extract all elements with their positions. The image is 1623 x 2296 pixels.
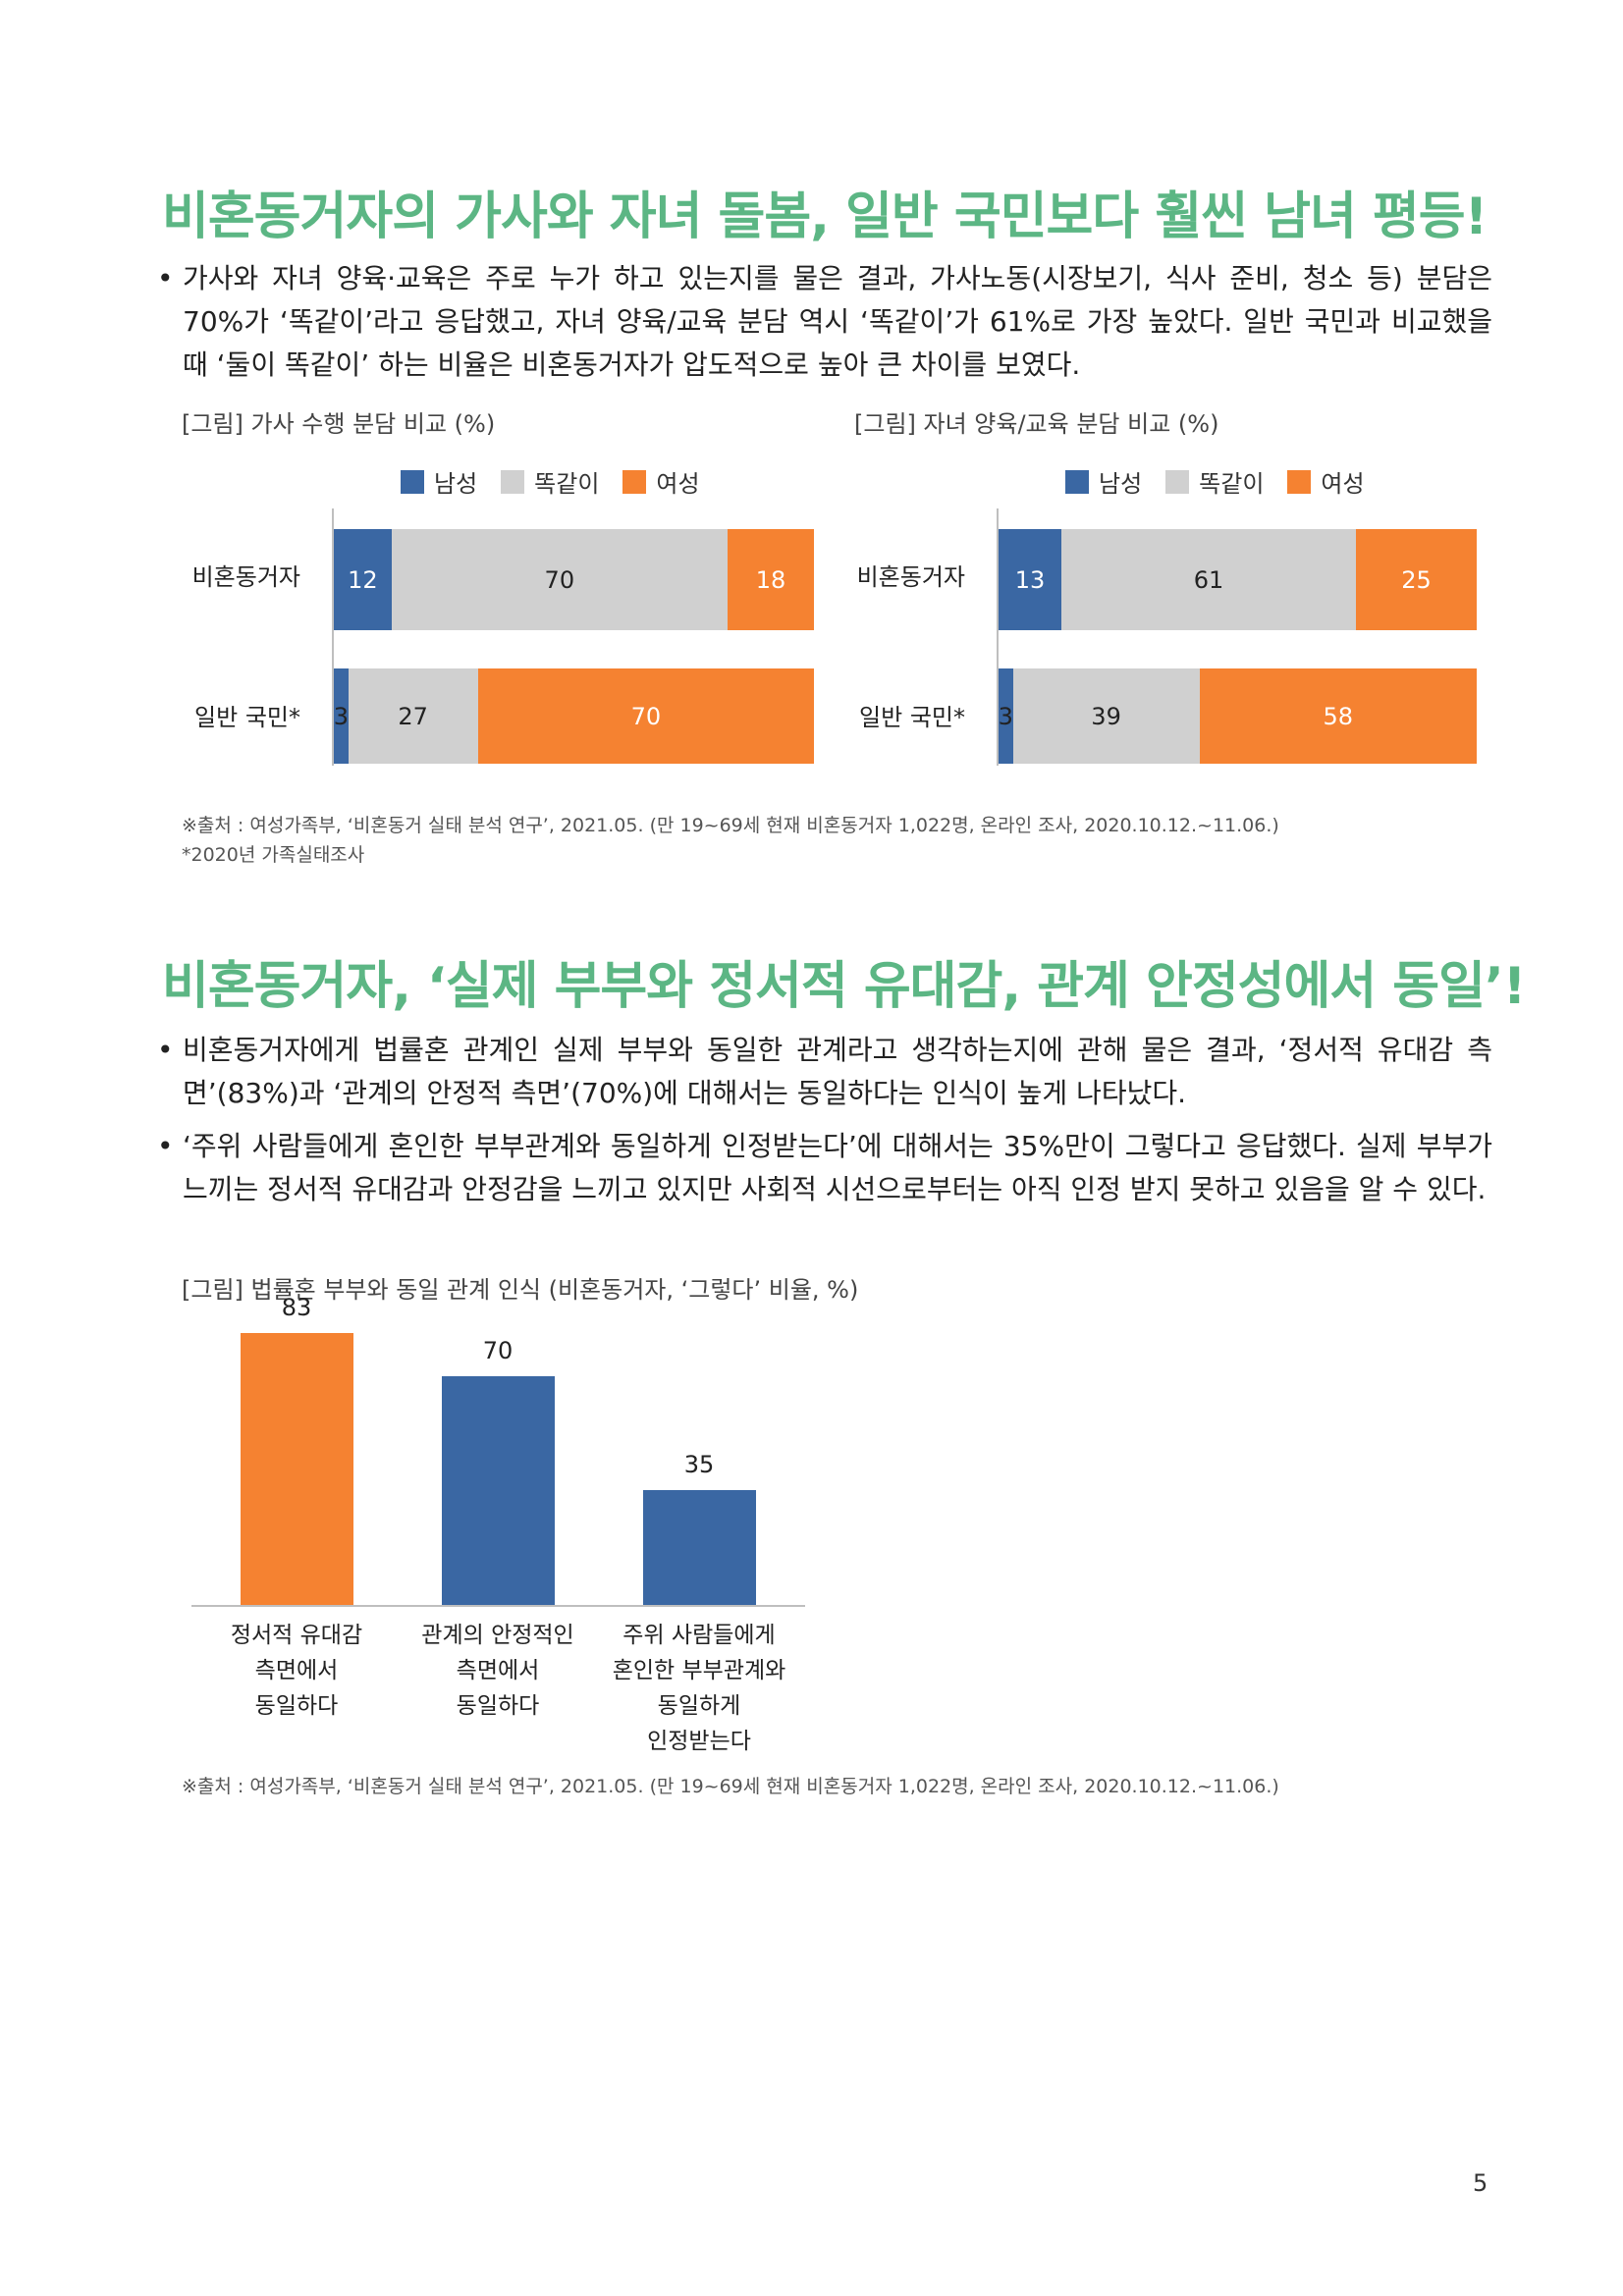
source-note: ※출처 : 여성가족부, ‘비혼동거 실태 분석 연구’, 2021.05. (… [182, 1776, 1279, 1797]
chart1-legend: 남성 똑같이 여성 [401, 464, 714, 499]
chart3-category-line: 동일하다 [456, 1693, 540, 1719]
bar-segment-same: 61 [1060, 529, 1356, 630]
chart3-category-line: 인정받는다 [647, 1729, 751, 1754]
bullet-item: ‘주위 사람들에게 혼인한 부부관계와 동일하게 인정받는다’에 대해서는 35… [157, 1125, 1492, 1211]
bullet-item: 비혼동거자에게 법률혼 관계인 실제 부부와 동일한 관계라고 생각하는지에 관… [157, 1029, 1492, 1115]
bar-segment-male: 12 [334, 529, 392, 630]
legend-item-same: 똑같이 [1165, 464, 1264, 499]
data-label: 70 [544, 565, 575, 594]
data-label: 27 [398, 702, 428, 730]
chart3-value-label: 83 [281, 1294, 312, 1322]
chart3-category-line: 동일하게 [657, 1693, 741, 1719]
chart3-category-line: 측면에서 [456, 1658, 540, 1683]
chart3-value-label: 70 [482, 1336, 514, 1364]
chart3-category-line: 주위 사람들에게 [622, 1623, 776, 1648]
legend-swatch-female [622, 469, 647, 494]
data-label: 3 [333, 702, 349, 730]
legend-label: 남성 [1099, 470, 1143, 498]
chart3-category-line: 측면에서 [254, 1658, 339, 1683]
chart1-caption: [그림] 가사 수행 분담 비교 (%) [182, 410, 496, 438]
chart2-category: 일반 국민* [859, 704, 965, 731]
section1-heading: 비혼동거자의 가사와 자녀 돌봄, 일반 국민보다 훨씬 남녀 평등! [162, 187, 1488, 246]
chart3-category-line: 동일하다 [254, 1693, 339, 1719]
data-label: 12 [348, 565, 378, 594]
legend-swatch-male [401, 469, 424, 494]
legend-item-female: 여성 [1287, 464, 1365, 499]
chart3-value-label: 35 [683, 1451, 715, 1479]
data-label: 39 [1091, 702, 1121, 730]
page-number: 5 [1473, 2169, 1488, 2197]
legend-label: 똑같이 [534, 470, 600, 498]
chart1-axis [332, 508, 334, 766]
data-label: 3 [998, 702, 1013, 730]
data-label: 58 [1323, 702, 1354, 730]
legend-label: 남성 [434, 470, 478, 498]
legend-label: 여성 [656, 470, 700, 498]
chart3-plot: 83 70 35 [191, 1294, 805, 1605]
chart2-category: 비혼동거자 [856, 563, 965, 591]
legend-item-male: 남성 [401, 464, 477, 499]
chart3-category-line: 관계의 안정적인 [421, 1623, 574, 1648]
chart3-category-line: 혼인한 부부관계와 [612, 1658, 786, 1683]
chart3-category-line: 정서적 유대감 [230, 1623, 363, 1648]
data-label: 13 [1014, 565, 1046, 594]
chart1-row: 12 70 18 [334, 529, 814, 630]
bar-segment-same: 70 [391, 529, 728, 630]
chart3-bar [642, 1490, 756, 1605]
chart3-bar [441, 1375, 555, 1605]
legend-item-same: 똑같이 [501, 464, 599, 499]
bar-segment-same: 27 [348, 668, 478, 764]
chart1-category: 일반 국민* [194, 704, 300, 731]
chart2-row: 3 39 58 [999, 668, 1477, 764]
chart3-caption: [그림] 법률혼 부부와 동일 관계 인식 (비혼동거자, ‘그렇다’ 비율, … [182, 1276, 859, 1304]
chart3-xlabels: 정서적 유대감 측면에서 동일하다 관계의 안정적인 측면에서 동일하다 주위 사람들에게 혼… [191, 1618, 805, 1765]
bar-segment-female: 58 [1199, 668, 1477, 764]
legend-swatch-female [1287, 469, 1312, 494]
chart2-axis [997, 508, 999, 766]
source-note: ※출처 : 여성가족부, ‘비혼동거 실태 분석 연구’, 2021.05. (… [182, 815, 1279, 836]
chart3-bar [240, 1333, 353, 1605]
data-label: 61 [1193, 565, 1224, 594]
legend-swatch-same [501, 469, 525, 494]
data-label: 25 [1401, 565, 1432, 594]
data-label: 18 [755, 565, 786, 594]
bar-segment-female: 70 [477, 668, 814, 764]
bar-segment-male: 3 [334, 668, 349, 764]
bar-segment-same: 39 [1012, 668, 1200, 764]
bar-segment-male: 3 [999, 668, 1013, 764]
chart2-caption: [그림] 자녀 양육/교육 분담 비교 (%) [854, 410, 1219, 438]
chart2-row: 13 61 25 [999, 529, 1477, 630]
legend-label: 여성 [1321, 470, 1365, 498]
chart1-category: 비혼동거자 [191, 563, 300, 591]
legend-swatch-same [1165, 469, 1190, 494]
chart2-legend: 남성 똑같이 여성 [1065, 464, 1379, 499]
section2-heading: 비혼동거자, ‘실제 부부와 정서적 유대감, 관계 안정성에서 동일’! [162, 957, 1526, 1016]
bullet-item: 가사와 자녀 양육·교육은 주로 누가 하고 있는지를 물은 결과, 가사노동(… [157, 257, 1492, 387]
chart1-row: 3 27 70 [334, 668, 814, 764]
data-label: 70 [630, 702, 662, 730]
legend-swatch-male [1065, 469, 1089, 494]
section2-bullets: 비혼동거자에게 법률혼 관계인 실제 부부와 동일한 관계라고 생각하는지에 관… [157, 1029, 1492, 1211]
bar-segment-female: 18 [727, 529, 814, 630]
legend-label: 똑같이 [1199, 470, 1265, 498]
legend-item-female: 여성 [622, 464, 700, 499]
section1-bullets: 가사와 자녀 양육·교육은 주로 누가 하고 있는지를 물은 결과, 가사노동(… [157, 257, 1492, 387]
bar-segment-male: 13 [999, 529, 1061, 630]
chart3-baseline [191, 1605, 805, 1607]
legend-item-male: 남성 [1065, 464, 1142, 499]
bar-segment-female: 25 [1356, 529, 1477, 630]
footnote: *2020년 가족실태조사 [182, 844, 365, 866]
